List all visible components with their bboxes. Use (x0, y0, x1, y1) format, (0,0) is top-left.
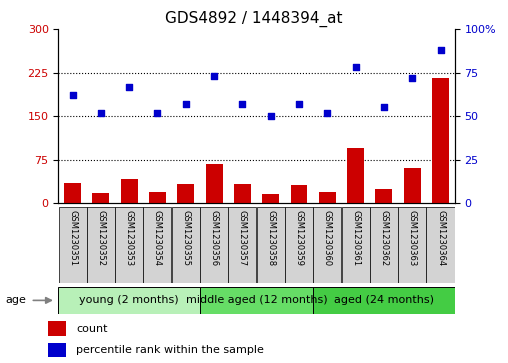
Bar (58, 287, 200, 314)
Bar (285, 207, 313, 283)
Point (97, 110, 105, 115)
Point (238, 101, 246, 107)
Bar (398, 207, 426, 283)
Point (408, 75, 416, 81)
Bar (64, 183, 81, 203)
Bar (200, 287, 313, 314)
Point (380, 105, 388, 110)
Text: GSM1230363: GSM1230363 (408, 210, 417, 266)
Bar (313, 207, 341, 283)
Bar (341, 207, 370, 283)
Text: middle aged (12 months): middle aged (12 months) (186, 295, 327, 305)
Bar (92, 193, 109, 203)
Bar (206, 164, 223, 203)
Bar (121, 179, 138, 203)
Bar (432, 78, 449, 203)
Point (69, 92, 77, 98)
Point (182, 101, 190, 107)
Text: GSM1230355: GSM1230355 (181, 210, 190, 266)
Text: percentile rank within the sample: percentile rank within the sample (76, 345, 264, 355)
Text: GSM1230358: GSM1230358 (266, 210, 275, 266)
Point (210, 73, 218, 79)
Text: aged (24 months): aged (24 months) (334, 295, 434, 305)
Text: GSM1230357: GSM1230357 (238, 210, 247, 266)
Point (153, 110, 162, 115)
Text: age: age (5, 295, 26, 305)
Text: GSM1230351: GSM1230351 (68, 210, 77, 266)
Bar (177, 184, 194, 203)
Bar (291, 185, 307, 203)
Text: GSM1230356: GSM1230356 (210, 210, 218, 266)
Text: GSM1230353: GSM1230353 (124, 210, 134, 266)
Bar (427, 207, 455, 283)
Text: GSM1230361: GSM1230361 (351, 210, 360, 266)
Text: count: count (76, 323, 108, 334)
Text: young (2 months): young (2 months) (79, 295, 179, 305)
Bar (143, 207, 172, 283)
Bar (370, 207, 398, 283)
Bar (58, 207, 86, 283)
Bar (229, 207, 257, 283)
Point (267, 113, 275, 119)
Text: GDS4892 / 1448394_at: GDS4892 / 1448394_at (165, 11, 343, 27)
Text: GSM1230364: GSM1230364 (436, 210, 445, 266)
Bar (87, 207, 115, 283)
Text: GSM1230359: GSM1230359 (295, 210, 303, 266)
Text: GSM1230360: GSM1230360 (323, 210, 332, 266)
Bar (115, 207, 143, 283)
Text: GSM1230354: GSM1230354 (153, 210, 162, 266)
Point (323, 110, 331, 115)
Bar (313, 287, 455, 314)
Bar (347, 148, 364, 203)
Bar (200, 207, 228, 283)
Bar (319, 192, 336, 203)
Bar (48, 343, 66, 357)
Bar (257, 207, 284, 283)
Bar (234, 184, 251, 203)
Bar (375, 189, 392, 203)
Bar (404, 168, 421, 203)
Bar (149, 192, 166, 203)
Point (125, 83, 133, 89)
Point (352, 65, 360, 70)
Point (295, 101, 303, 107)
Point (436, 47, 444, 53)
Text: GSM1230352: GSM1230352 (97, 210, 105, 266)
Bar (172, 207, 200, 283)
Bar (48, 322, 66, 336)
Text: GSM1230362: GSM1230362 (379, 210, 389, 266)
Bar (262, 194, 279, 203)
